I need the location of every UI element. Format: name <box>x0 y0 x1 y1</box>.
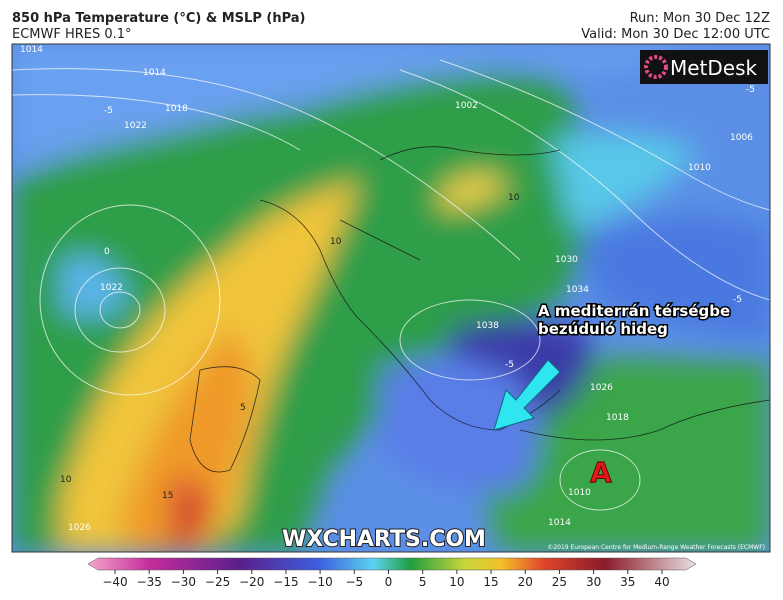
colorbar-tick-label: 25 <box>552 575 567 589</box>
colorbar-tick-label: −5 <box>345 575 363 589</box>
isobar-label: 1022 <box>100 283 123 293</box>
isobar-label: 1038 <box>476 321 499 331</box>
colorbar-tick-label: −20 <box>239 575 264 589</box>
colorbar-bar <box>87 557 697 571</box>
valid: Valid: Mon 30 Dec 12:00 UTC <box>581 27 770 42</box>
colorbar: −40 −35 −30 −25 −20 −15 −10 −5 0 5 10 15 20 25 30 35 40 <box>87 557 697 589</box>
temp-label: 15 <box>162 491 173 501</box>
logo-box <box>640 50 768 84</box>
temp-label: 10 <box>60 475 72 485</box>
colorbar-tick-label: 15 <box>483 575 498 589</box>
isobar-label: 1022 <box>124 121 147 131</box>
watermark: WXCHARTS.COM <box>282 527 486 552</box>
colorbar-tick-label: −40 <box>102 575 127 589</box>
colorbar-tick-label: 0 <box>385 575 393 589</box>
isobar-label: 1026 <box>68 523 91 533</box>
colorbar-tick-label: −10 <box>307 575 332 589</box>
isobar-label: 1018 <box>165 104 188 114</box>
temp-label: 5 <box>240 403 246 413</box>
temp-label: -5 <box>505 360 514 370</box>
colorbar-tick-label: 20 <box>518 575 533 589</box>
colorbar-tick-label: 10 <box>449 575 464 589</box>
isobar-label: 1026 <box>590 383 613 393</box>
colorbar-tick-label: 30 <box>586 575 601 589</box>
isobar-label: 1010 <box>568 488 591 498</box>
colorbar-tick-label: −35 <box>137 575 162 589</box>
temp-label: 10 <box>508 193 520 203</box>
isobar-label: 1014 <box>548 518 571 528</box>
subtitle: ECMWF HRES 0.1° <box>12 27 132 42</box>
colorbar-tick-label: 5 <box>419 575 427 589</box>
isobar-label: 1014 <box>143 68 166 78</box>
title: 850 hPa Temperature (°C) & MSLP (hPa) <box>12 11 305 26</box>
arrow <box>493 359 561 431</box>
map-frame <box>11 43 771 553</box>
run: Run: Mon 30 Dec 12Z <box>630 11 770 26</box>
copyright: ©2019 European Centre for Medium-Range W… <box>547 544 765 551</box>
temp-label: -5 <box>746 85 755 95</box>
isobar-label: 1030 <box>555 255 578 265</box>
isobar-label: 1002 <box>455 101 478 111</box>
colorbar-tick-label: 35 <box>620 575 635 589</box>
annotation: A mediterrán térségbe <box>538 302 730 320</box>
temp-label: 0 <box>104 247 110 257</box>
colorbar-tick-label: −25 <box>205 575 230 589</box>
temp-label: -5 <box>733 295 742 305</box>
logo: MetDesk <box>670 56 758 80</box>
isobar-label: 1010 <box>688 163 711 173</box>
map: 1014 1014 1018 1022 -5 1002 1006 1010 -5… <box>12 44 770 552</box>
anticyclone-label: A <box>590 456 612 489</box>
logo-icon <box>644 55 668 79</box>
annotation: bezúduló hideg <box>538 320 668 338</box>
isobar-label: 1006 <box>730 133 753 143</box>
temp-label: 10 <box>330 237 342 247</box>
colorbar-tick-label: 40 <box>654 575 669 589</box>
isobar-label: 1018 <box>606 413 629 423</box>
isobar-label: 1014 <box>20 45 43 55</box>
temp-label: -5 <box>104 106 113 116</box>
colorbar-tick-label: −15 <box>273 575 298 589</box>
isobar-label: 1034 <box>566 285 589 295</box>
colorbar-tick-label: −30 <box>171 575 196 589</box>
